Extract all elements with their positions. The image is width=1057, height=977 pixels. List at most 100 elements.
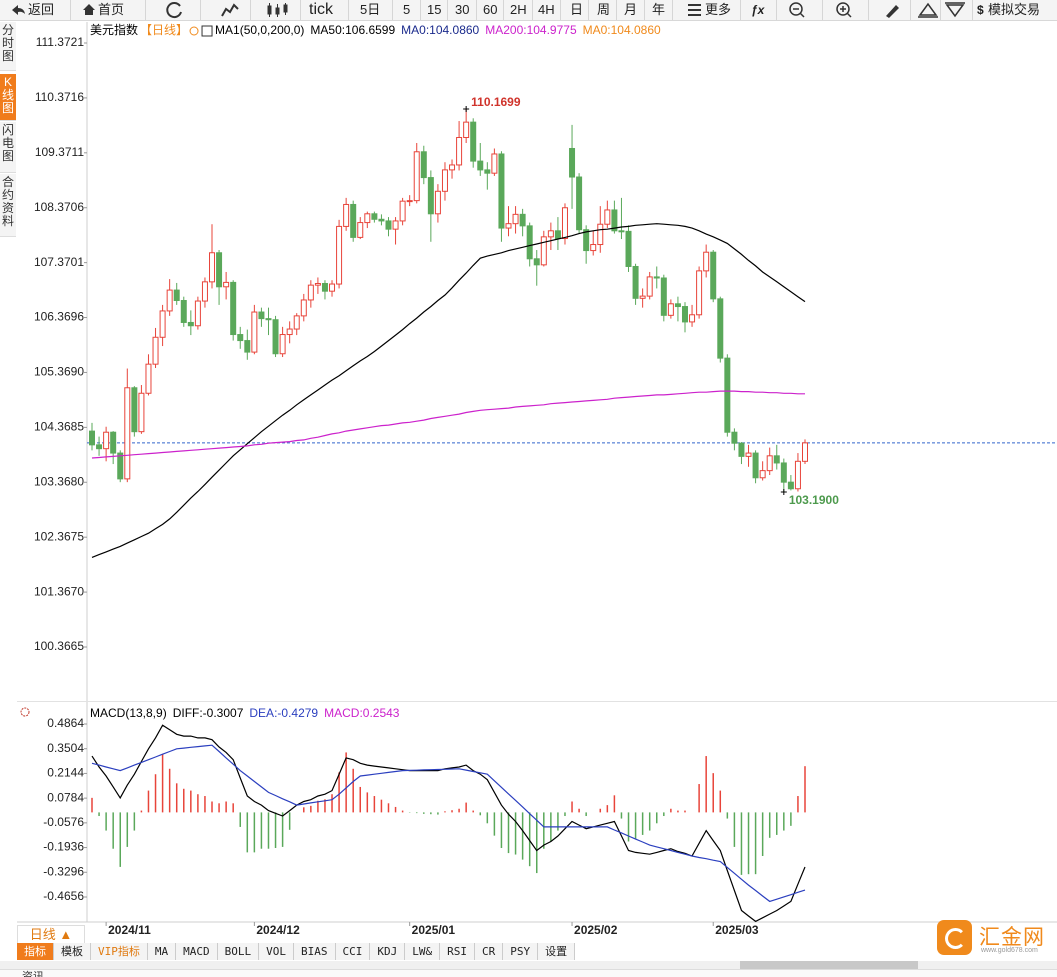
candle-body [110, 431, 117, 454]
toolbar-button[interactable]: 周 [597, 2, 611, 17]
moving-average [91, 223, 806, 558]
candle-body [441, 169, 448, 192]
indicator-tab[interactable]: CR [475, 943, 504, 960]
x-tick-label: 2025/01 [412, 923, 456, 937]
y-tick-label: 110.3716 [35, 90, 84, 104]
bottom-tab[interactable]: 资讯 [22, 971, 44, 977]
candle-body [251, 311, 258, 353]
toolbar-separator [822, 0, 823, 20]
scrollbar[interactable] [0, 961, 1057, 969]
toolbar-button[interactable]: tick [309, 1, 333, 18]
candle-body [152, 336, 159, 365]
sidebar-tab[interactable]: 闪电图 [0, 122, 16, 173]
dollar-icon[interactable]: $ [977, 3, 984, 17]
candle-icon[interactable] [267, 3, 288, 17]
y-tick-label: 104.3685 [34, 420, 84, 434]
up-triangle-icon[interactable] [918, 2, 938, 18]
toolbar-button[interactable]: 5 [403, 2, 411, 17]
candle-body [477, 160, 484, 171]
period-button[interactable]: 日线 ▲ [17, 925, 85, 944]
more-icon[interactable] [688, 4, 701, 16]
indicator-tab[interactable]: LW& [405, 943, 441, 960]
candle-body [583, 229, 590, 252]
zoom-in-icon[interactable] [836, 2, 852, 18]
indicator-tab[interactable]: PSY [503, 943, 539, 960]
candle-body [293, 315, 300, 330]
toolbar-button[interactable]: 60 [483, 2, 498, 17]
refresh-icon[interactable] [166, 2, 182, 19]
legend-entry: MA0:104.0860 [583, 23, 661, 37]
max-marker [463, 105, 470, 112]
y-tick-label: 0.0784 [47, 790, 84, 804]
toolbar-separator [200, 0, 201, 20]
indicator-tab[interactable]: VIP指标 [91, 943, 148, 960]
toolbar-button[interactable]: 月 [624, 2, 638, 17]
fx-icon[interactable]: ƒx [751, 3, 766, 17]
indicator-tab[interactable]: 模板 [54, 943, 91, 960]
candle-body [653, 276, 660, 279]
toolbar-button[interactable]: 模拟交易 [988, 2, 1041, 17]
toolbar-button[interactable]: 首页 [98, 2, 125, 17]
indicator-tab[interactable]: 设置 [538, 943, 576, 960]
bottom-strip: 资讯 [0, 969, 1057, 977]
chart-icon[interactable] [221, 3, 239, 17]
indicator-tab[interactable]: MACD [176, 943, 218, 960]
toolbar-button[interactable]: 4H [538, 2, 555, 17]
candle-body [272, 319, 279, 355]
candle-body [336, 225, 343, 285]
chart: 111.3721 110.3716 109.3711 108.3706 107.3701… [17, 22, 1057, 937]
indicator-tab[interactable]: RSI [440, 943, 475, 960]
sidebar-tab[interactable]: 分时图 [0, 22, 16, 71]
candle-body [223, 281, 230, 288]
legend-entry: MA0:104.0860 [401, 23, 479, 37]
candle-body [145, 363, 152, 394]
candle-body [173, 289, 180, 302]
back-icon[interactable] [12, 5, 25, 15]
candle-body [470, 121, 477, 162]
indicator-tab[interactable]: MA [147, 943, 177, 960]
candle-body [618, 230, 625, 233]
candle-body [216, 252, 223, 288]
scroll-thumb[interactable] [740, 961, 918, 969]
macd-settings-icon [20, 707, 30, 717]
toolbar-button[interactable]: 更多 [705, 2, 732, 17]
candle-body [689, 314, 696, 323]
home-icon[interactable] [83, 4, 95, 15]
candle-body [667, 303, 674, 316]
candle-body [498, 153, 505, 229]
indicator-tab[interactable]: KDJ [370, 943, 406, 960]
sidebar-tab[interactable]: 合约资料 [0, 174, 16, 237]
indicator-tab[interactable]: CCI [335, 943, 371, 960]
toolbar-separator [70, 0, 71, 20]
candle-body [399, 200, 406, 222]
candle-body [569, 147, 576, 178]
y-tick-label: 106.3696 [34, 310, 84, 324]
candle-body [484, 169, 491, 174]
y-tick-label: 103.3680 [34, 474, 84, 488]
candle-body [533, 258, 540, 266]
toolbar: ƒx $ 返回 首页 tick 5日 5 15 30 60 2H 4H 日周月年 更多 模拟交易 [0, 0, 1057, 21]
pen-icon[interactable] [886, 5, 899, 18]
candle-body [752, 452, 759, 479]
indicator-tab[interactable]: BOLL [217, 943, 260, 960]
candle-body [681, 306, 688, 323]
indicator-tab[interactable]: 指标 [17, 943, 54, 960]
toolbar-button[interactable]: 2H [510, 2, 527, 17]
toolbar-button[interactable]: 年 [652, 2, 666, 17]
indicator-tab[interactable]: BIAS [294, 943, 336, 960]
y-tick-label: -0.4656 [43, 889, 84, 903]
indicator-tab[interactable]: VOL [259, 943, 294, 960]
toolbar-button[interactable]: 日 [570, 2, 584, 17]
toolbar-button[interactable]: 返回 [28, 2, 55, 17]
chart-subtitle: 【日线】 [140, 23, 188, 37]
logo-mark [937, 920, 972, 955]
down-triangle-icon[interactable] [945, 2, 965, 18]
toolbar-button[interactable]: 5日 [360, 2, 381, 17]
toolbar-separator [476, 0, 477, 20]
toolbar-button[interactable]: 30 [455, 2, 470, 17]
sidebar-tab[interactable]: K线图 [0, 74, 16, 121]
toolbar-button[interactable]: 15 [427, 2, 442, 17]
zoom-out-icon[interactable] [789, 2, 805, 18]
y-tick-label: 0.4864 [47, 716, 84, 730]
